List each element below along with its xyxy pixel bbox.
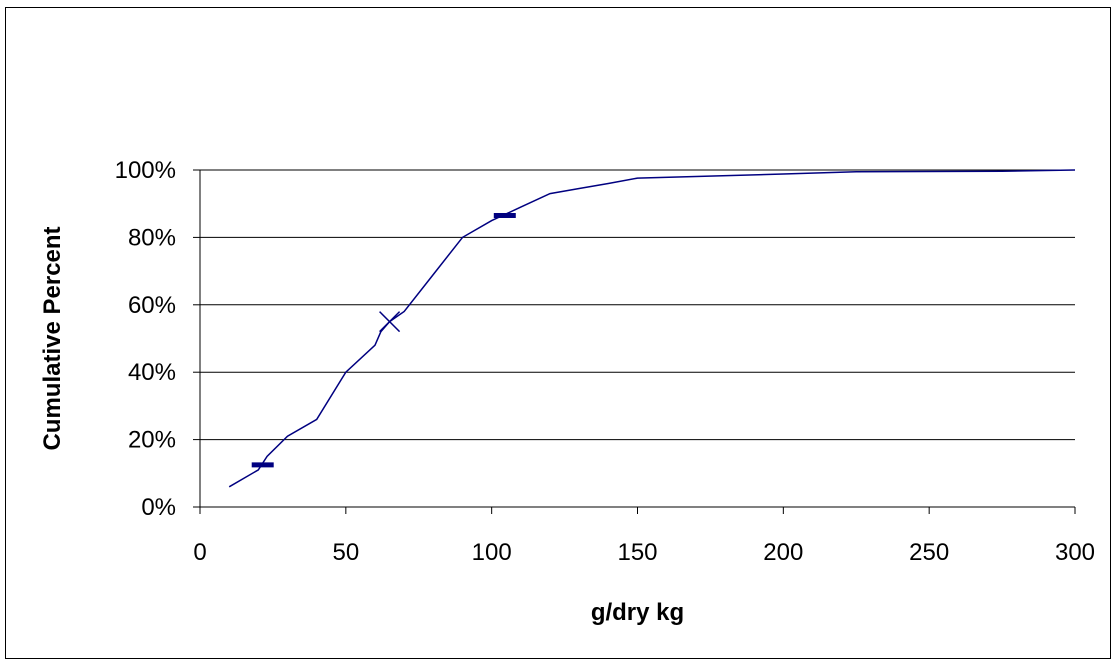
y-tick-label: 100% — [115, 157, 176, 184]
y-tick-label: 20% — [128, 427, 176, 454]
x-axis-title: g/dry kg — [591, 599, 684, 626]
chart-frame — [5, 7, 1111, 659]
x-tick-label: 300 — [1055, 539, 1095, 566]
x-tick-label: 250 — [909, 539, 949, 566]
y-tick-label: 0% — [141, 494, 176, 521]
y-axis-title: Cumulative Percent — [39, 226, 66, 450]
axes — [199, 170, 1075, 508]
x-tick-label: 0 — [193, 539, 206, 566]
x-tick-label: 150 — [617, 539, 657, 566]
markers — [251, 212, 516, 468]
y-tick-label: 40% — [128, 359, 176, 386]
series-line — [228, 169, 1076, 488]
gridlines — [200, 169, 1075, 441]
y-tick-label: 80% — [128, 224, 176, 251]
x-tick-label: 100 — [472, 539, 512, 566]
y-tick-label: 60% — [128, 292, 176, 319]
cross-marker — [379, 311, 401, 333]
x-tick-label: 50 — [332, 539, 359, 566]
dash-marker — [493, 212, 516, 218]
tick-labels: 0% 20% 40% 60% 80% 100% 0 50 100 150 200 250 300 — [115, 157, 1095, 566]
series — [228, 169, 1076, 488]
dash-marker — [251, 462, 274, 468]
x-tick-label: 200 — [763, 539, 803, 566]
